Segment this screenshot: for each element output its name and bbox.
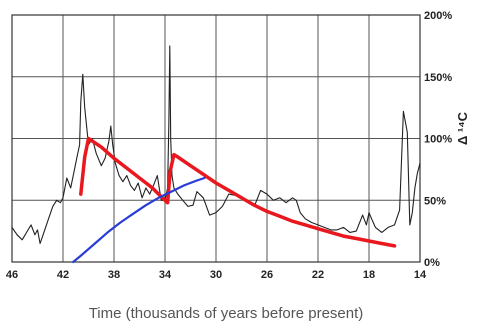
series-line-2 [79, 136, 397, 248]
y-tick-label: 50% [424, 195, 446, 207]
x-tick-label: 14 [414, 269, 427, 281]
y-tick-label: 0% [424, 257, 440, 269]
x-tick-label: 42 [57, 269, 69, 281]
x-tick-label: 34 [159, 269, 172, 281]
x-tick-label: 26 [261, 269, 273, 281]
plot-area: 46 42 38 34 30 26 22 18 140% 50% 100% 150% 200% [6, 10, 452, 281]
series-line-1 [11, 45, 421, 245]
series-line-3 [72, 176, 206, 264]
y-axis-label: Δ ¹⁴C [455, 111, 470, 145]
x-axis-label: Time (thousands of years before present) [89, 305, 364, 322]
x-tick-label: 46 [6, 269, 18, 281]
y-tick-label: 150% [424, 72, 452, 84]
x-tick-label: 18 [363, 269, 375, 281]
x-tick-label: 30 [210, 269, 222, 281]
x-tick-label: 22 [312, 269, 324, 281]
y-tick-label: 200% [424, 10, 452, 22]
plot-frame [11, 14, 421, 263]
x-tick-label: 38 [108, 269, 120, 281]
y-tick-label: 100% [424, 134, 452, 146]
